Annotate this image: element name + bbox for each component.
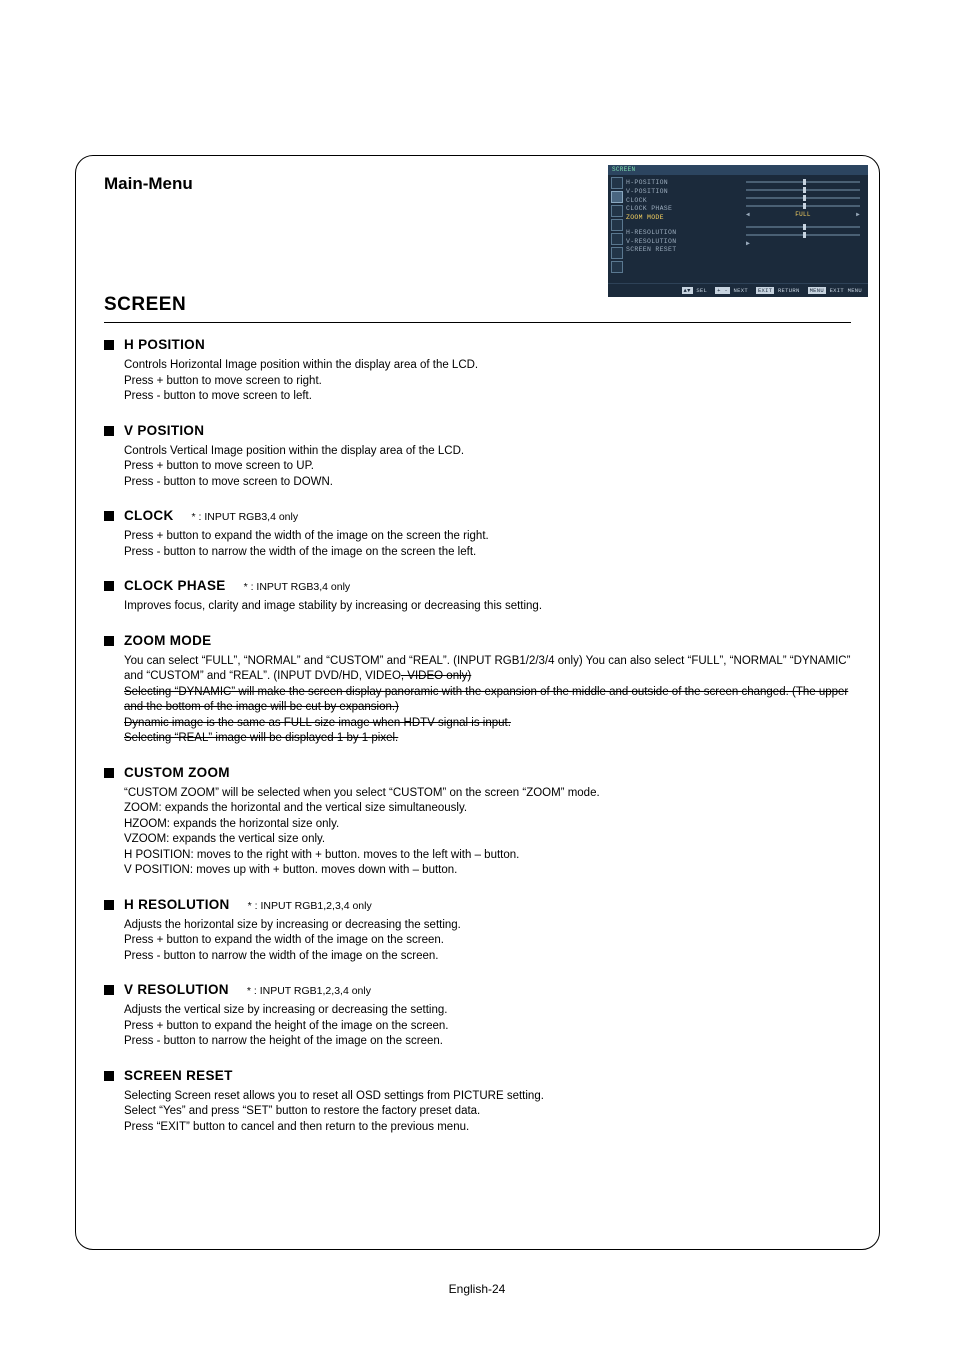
section-header: CLOCK PHASE * : INPUT RGB3,4 only [104,578,851,593]
section-title: V RESOLUTION [124,982,229,997]
section-header: V POSITION [104,423,851,438]
osd-item: H-RESOLUTION [626,229,746,238]
osd-item: H-POSITION [626,179,746,188]
osd-sidebar [608,175,626,283]
section-body: “CUSTOM ZOOM” will be selected when you … [124,786,851,879]
osd-hint: + - NEXT [715,287,748,294]
section-body: Press + button to expand the width of th… [124,529,851,560]
osd-title: SCREEN [608,165,868,175]
osd-tab-icon-selected [611,191,623,203]
osd-item: CLOCK [626,197,746,206]
osd-tab-icon [611,205,623,217]
bullet-icon [104,340,114,350]
osd-zoom-label: FULL [754,211,852,218]
osd-footer-hints: ▲▼ SEL + - NEXT EXIT RETURN MENU EXIT MENU [608,283,868,297]
section-title: CLOCK [124,508,174,523]
osd-slider [746,187,860,192]
bullet-icon [104,511,114,521]
osd-slider [746,224,860,229]
section-title: CUSTOM ZOOM [124,765,230,780]
osd-item-list: H-POSITIONV-POSITIONCLOCKCLOCK PHASEZOOM… [626,175,746,283]
right-arrow-icon: ▶ [856,211,860,218]
section: V RESOLUTION * : INPUT RGB1,2,3,4 only Adj… [104,982,851,1050]
section: SCREEN RESET Selecting Screen reset allow… [104,1068,851,1136]
osd-tab-icon [611,233,623,245]
section: H RESOLUTION * : INPUT RGB1,2,3,4 only Adj… [104,897,851,965]
sections-container: H POSITION Controls Horizontal Image posi… [104,337,851,1135]
osd-preview: SCREEN H-POSITIONV-POSITIONCLOCKCLOCK PH… [608,165,868,297]
section-body: Improves focus, clarity and image stabil… [124,599,851,615]
page-number: English-24 [0,1282,954,1296]
bullet-icon [104,1071,114,1081]
section-header: H POSITION [104,337,851,352]
section-header: SCREEN RESET [104,1068,851,1083]
section-header: CLOCK * : INPUT RGB3,4 only [104,508,851,523]
osd-reset-arrow: ▶ [746,240,860,245]
section-note: * : INPUT RGB1,2,3,4 only [248,900,372,912]
section: H POSITION Controls Horizontal Image posi… [104,337,851,405]
osd-tab-icon [611,219,623,231]
section-header: ZOOM MODE [104,633,851,648]
osd-item: V-POSITION [626,188,746,197]
section-header: H RESOLUTION * : INPUT RGB1,2,3,4 only [104,897,851,912]
section-title: CLOCK PHASE [124,578,226,593]
bullet-icon [104,985,114,995]
bullet-icon [104,636,114,646]
osd-item: CLOCK PHASE [626,205,746,214]
bullet-icon [104,768,114,778]
osd-item: ZOOM MODE [626,214,746,223]
section-body: Adjusts the vertical size by increasing … [124,1003,851,1050]
osd-zoom-mode-value: ◀ FULL ▶ [746,211,860,218]
section-body: Controls Horizontal Image position withi… [124,358,851,405]
section: V POSITION Controls Vertical Image positi… [104,423,851,491]
osd-slider [746,195,860,200]
section: CLOCK * : INPUT RGB3,4 only Press + button… [104,508,851,560]
section-body: Adjusts the horizontal size by increasin… [124,918,851,965]
osd-tab-icon [611,261,623,273]
divider [104,322,851,323]
section-header: CUSTOM ZOOM [104,765,851,780]
osd-controls: ◀ FULL ▶ ▶ [746,175,868,283]
section: ZOOM MODE You can select “FULL”, “NORMAL”… [104,633,851,747]
osd-slider [746,203,860,208]
osd-hint: MENU EXIT MENU [808,287,862,294]
left-arrow-icon: ◀ [746,211,750,218]
section-note: * : INPUT RGB3,4 only [192,511,299,523]
osd-item: V-RESOLUTION [626,238,746,247]
section: CUSTOM ZOOM “CUSTOM ZOOM” will be selecte… [104,765,851,879]
bullet-icon [104,900,114,910]
section-body: Controls Vertical Image position within … [124,444,851,491]
osd-slider [746,232,860,237]
osd-hint: EXIT RETURN [756,287,800,294]
osd-slider [746,179,860,184]
section-title: ZOOM MODE [124,633,211,648]
osd-hint: ▲▼ SEL [682,287,708,294]
screen-section-title: SCREEN [104,294,851,316]
section-title: V POSITION [124,423,204,438]
section-note: * : INPUT RGB1,2,3,4 only [247,985,371,997]
bullet-icon [104,581,114,591]
osd-item: SCREEN RESET [626,246,746,255]
page-frame: Main-Menu SCREEN H POSITIONControls Hori… [75,155,880,1250]
section-body: You can select “FULL”, “NORMAL” and “CUS… [124,654,851,747]
section-body: Selecting Screen reset allows you to res… [124,1089,851,1136]
osd-body: H-POSITIONV-POSITIONCLOCKCLOCK PHASEZOOM… [608,175,868,283]
osd-tab-icon [611,247,623,259]
section-title: H POSITION [124,337,205,352]
section-title: H RESOLUTION [124,897,230,912]
section-note: * : INPUT RGB3,4 only [244,581,351,593]
section-header: V RESOLUTION * : INPUT RGB1,2,3,4 only [104,982,851,997]
section-title: SCREEN RESET [124,1068,233,1083]
bullet-icon [104,426,114,436]
osd-tab-icon [611,177,623,189]
section: CLOCK PHASE * : INPUT RGB3,4 only Improves… [104,578,851,615]
